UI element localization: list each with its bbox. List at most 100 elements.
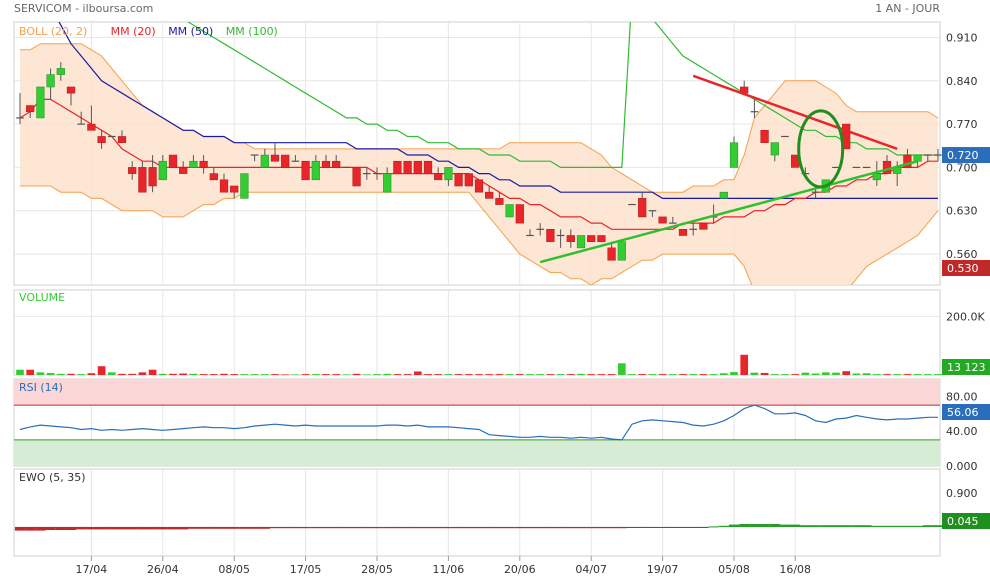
volume-bar [872, 374, 881, 375]
candle-down [638, 198, 647, 218]
volume-bar [158, 373, 167, 375]
candle-down [301, 160, 310, 181]
date-label: 04/07 [575, 563, 607, 576]
volume-bar [730, 372, 738, 375]
candle-down [128, 167, 137, 174]
volume-bar [230, 374, 239, 375]
volume-bar [791, 374, 800, 375]
ewo-bar-negative [657, 527, 668, 528]
ewo-bar-negative [637, 527, 648, 528]
candle-down [423, 160, 433, 174]
rsi-tick-label: 40.00 [946, 425, 978, 438]
ewo-bar-negative [535, 527, 546, 529]
bollinger-band-fill [20, 43, 938, 285]
date-label: 26/04 [147, 563, 179, 576]
support-trendline [539, 160, 918, 264]
volume-bar [403, 374, 412, 375]
candle-up [617, 241, 626, 261]
volume-badge-bg [942, 359, 990, 375]
ewo-bar-negative [259, 527, 270, 529]
volume-bar [138, 372, 147, 375]
volume-bar [587, 374, 596, 375]
volume-bar [373, 374, 381, 375]
ewo-bar-positive [759, 524, 770, 527]
volume-bar [128, 373, 137, 375]
candle-down [393, 160, 402, 174]
date-label: 17/04 [76, 563, 108, 576]
candle-up [36, 86, 45, 119]
ewo-bar-positive [851, 525, 862, 527]
candle-up [729, 142, 739, 168]
ewo-bar-negative [402, 527, 413, 529]
price-tick-label: 0.770 [946, 118, 978, 131]
ewo-bar-negative [127, 527, 138, 530]
candle-down [903, 154, 912, 168]
ewo-bar-positive [749, 524, 760, 527]
candle-up [444, 167, 453, 181]
candle-down [495, 198, 504, 205]
volume-bar [893, 374, 902, 375]
volume-bar [199, 374, 208, 375]
volume-badge: 13 123 [947, 361, 986, 374]
volume-bar [648, 374, 657, 375]
candle-down [760, 129, 769, 143]
date-label: 28/05 [361, 563, 393, 576]
candle-down [485, 191, 494, 199]
ewo-bar-negative [310, 527, 321, 529]
volume-bar [689, 374, 698, 375]
low-price-badge-bg [942, 260, 990, 276]
volume-bar [556, 374, 565, 375]
volume-bar [322, 374, 330, 375]
ewo-bar-negative [65, 527, 77, 530]
period-selector[interactable]: 1 AN - JOUR [875, 2, 940, 15]
ewo-bar-negative [575, 527, 587, 529]
volume-bar [770, 374, 779, 375]
volume-bar [485, 374, 494, 375]
ewo-label: EWO (5, 35) [19, 471, 86, 484]
volume-bar [56, 373, 65, 375]
candle-down [464, 173, 473, 187]
ewo-bar-negative [137, 527, 148, 530]
candle-down [87, 123, 96, 131]
volume-bar [760, 372, 769, 375]
volume-bar [454, 374, 463, 375]
ewo-bar-negative [331, 527, 342, 529]
date-label: 05/08 [718, 563, 750, 576]
ewo-bar-negative [208, 527, 219, 529]
volume-bar [597, 374, 606, 375]
ewo-bar-negative [55, 527, 66, 530]
ewo-bar-negative [545, 527, 556, 529]
volume-bar [97, 366, 106, 375]
ewo-bar-negative [218, 527, 230, 529]
volume-bar [607, 374, 616, 375]
ewo-bar-negative [504, 527, 515, 529]
date-label: 20/06 [504, 563, 536, 576]
ewo-bar-negative [494, 527, 505, 529]
candle-up [576, 235, 586, 249]
volume-bar [801, 372, 810, 375]
volume-bar [638, 374, 647, 375]
volume-bar [740, 354, 749, 375]
candle-down [699, 222, 708, 230]
chart-title: SERVICOM - ilboursa.com [14, 2, 154, 15]
mm50-line [58, 22, 938, 199]
volume-bar [464, 374, 473, 375]
ewo-bar-positive [800, 525, 811, 527]
volume-bar [260, 374, 269, 375]
rsi-tick-label: 0.000 [946, 460, 978, 473]
volume-bar [913, 374, 922, 375]
candle-down [587, 235, 596, 242]
candle-down [678, 229, 688, 236]
ewo-bar-positive [769, 524, 780, 527]
candle-down [26, 105, 35, 113]
ewo-panel [13, 468, 941, 557]
volume-bar [852, 373, 861, 375]
candle-up [158, 160, 167, 181]
candle-up [383, 173, 392, 193]
ewo-bar-negative [116, 527, 128, 530]
date-label: 16/08 [779, 563, 811, 576]
volume-bar [566, 374, 575, 375]
candle-down [434, 173, 443, 181]
legend-item: BOLL (20, 2) [19, 25, 87, 38]
